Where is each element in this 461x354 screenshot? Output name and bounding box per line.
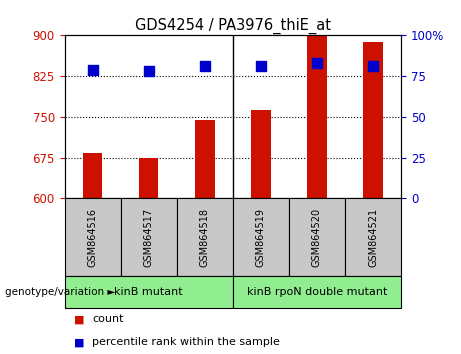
Text: count: count: [92, 314, 124, 325]
Text: ■: ■: [74, 314, 84, 325]
Bar: [83, 153, 102, 198]
Bar: [177, 198, 233, 276]
Text: kinB mutant: kinB mutant: [114, 287, 183, 297]
Bar: [345, 198, 401, 276]
Bar: [139, 158, 159, 198]
Text: ■: ■: [74, 337, 84, 348]
Bar: [65, 198, 121, 276]
Point: [89, 67, 96, 73]
Bar: [363, 42, 383, 198]
Text: GSM864520: GSM864520: [312, 207, 322, 267]
Point: [145, 68, 152, 74]
Point: [201, 63, 208, 69]
Bar: [195, 120, 214, 198]
Text: GSM864519: GSM864519: [256, 208, 266, 267]
Text: GSM864516: GSM864516: [88, 208, 98, 267]
Bar: [289, 198, 345, 276]
Bar: [307, 36, 327, 198]
Point: [257, 63, 265, 69]
Text: GSM864521: GSM864521: [368, 207, 378, 267]
Title: GDS4254 / PA3976_thiE_at: GDS4254 / PA3976_thiE_at: [135, 18, 331, 34]
Text: GSM864518: GSM864518: [200, 208, 210, 267]
Text: genotype/variation ►: genotype/variation ►: [5, 287, 115, 297]
Text: kinB rpoN double mutant: kinB rpoN double mutant: [247, 287, 387, 297]
Point: [313, 60, 321, 66]
Point: [369, 63, 377, 69]
Text: GSM864517: GSM864517: [144, 207, 154, 267]
Bar: [251, 110, 271, 198]
Bar: [233, 276, 401, 308]
Bar: [65, 276, 233, 308]
Text: percentile rank within the sample: percentile rank within the sample: [92, 337, 280, 348]
Bar: [233, 198, 289, 276]
Bar: [121, 198, 177, 276]
